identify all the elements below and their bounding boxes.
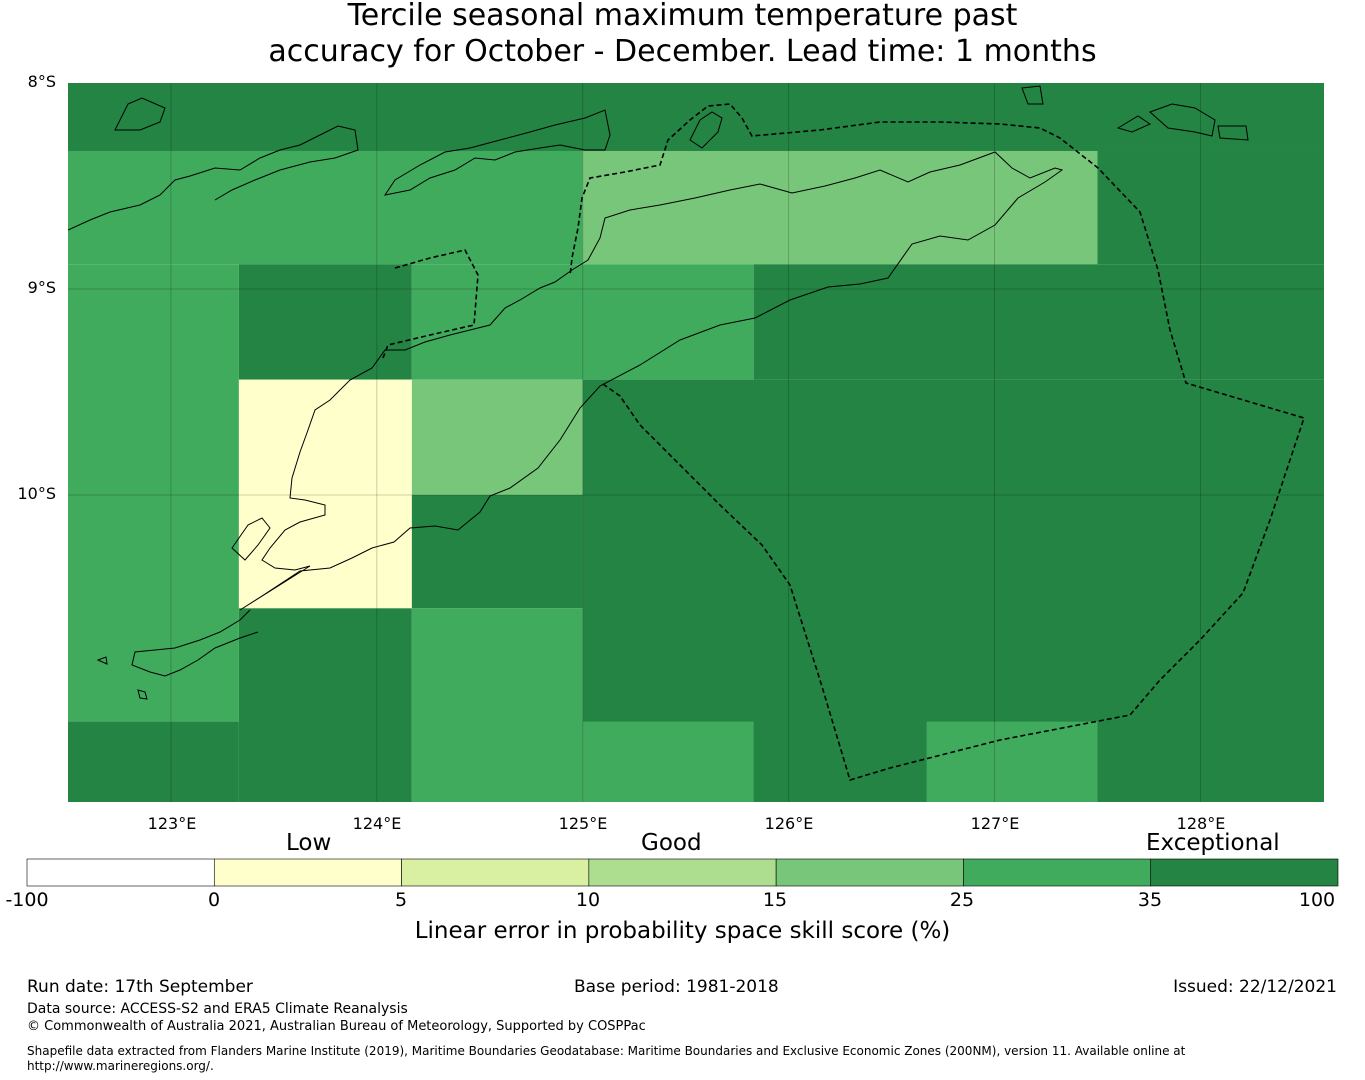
- skill-cell: [68, 721, 239, 802]
- colorbar-segment: [1150, 858, 1339, 887]
- colorbar-word-exceptional: Exceptional: [1146, 830, 1280, 856]
- wetar-east-coastline: [1149, 103, 1216, 137]
- run-date: Run date: 17th September: [27, 977, 253, 997]
- data-source: Data source: ACCESS-S2 and ERA5 Climate …: [27, 1001, 408, 1017]
- map-title-line1: Tercile seasonal maximum temperature pas…: [347, 0, 1018, 33]
- lon-label-125e: 125°E: [558, 814, 608, 833]
- eez-boundaries: [382, 103, 1306, 781]
- skill-cell: [411, 495, 583, 609]
- colorbar-tick: -100: [5, 889, 49, 911]
- colorbar-tick: 100: [1298, 889, 1336, 911]
- colorbar-word-good: Good: [641, 830, 702, 856]
- alor-coastline: [114, 97, 166, 131]
- shapefile-credit-line1: Shapefile data extracted from Flanders M…: [27, 1044, 1186, 1058]
- skill-cell: [238, 264, 412, 380]
- islet-3: [1217, 125, 1249, 141]
- atauro-coastline: [689, 111, 723, 149]
- colorbar-label: Linear error in probability space skill …: [414, 918, 951, 944]
- colorbar-tick: 25: [949, 889, 975, 911]
- colorbar-tick: 15: [762, 889, 788, 911]
- timor-leste-eez-boundary: [569, 103, 1306, 781]
- colorbar: [26, 858, 1339, 887]
- semau-coastline: [231, 517, 271, 561]
- base-period: Base period: 1981-2018: [574, 977, 779, 997]
- colorbar-word-low: Low: [286, 830, 332, 856]
- skill-cell: [238, 379, 412, 609]
- lon-label-128e: 128°E: [1176, 814, 1226, 833]
- islet-5: [137, 689, 148, 700]
- lat-label-9s: 9°S: [27, 278, 56, 297]
- skill-cell: [68, 264, 239, 722]
- north-island-coastline-1: [68, 125, 359, 231]
- skill-cell: [411, 264, 754, 380]
- skill-cell: [68, 83, 1324, 151]
- graticule: [68, 83, 1324, 802]
- skill-cell: [411, 608, 583, 802]
- coastlines: [68, 85, 1249, 700]
- lon-label-126e: 126°E: [764, 814, 814, 833]
- copyright: © Commonwealth of Australia 2021, Austra…: [27, 1019, 646, 1034]
- islet-2: [1116, 115, 1152, 133]
- skill-cell: [926, 721, 1098, 802]
- shapefile-credit-line2: http://www.marineregions.org/.: [27, 1059, 214, 1073]
- north-island-coastline-2: [383, 109, 611, 196]
- islet-4: [96, 656, 108, 665]
- map-title-line2: accuracy for October - December. Lead ti…: [268, 34, 1097, 69]
- colorbar-tick: 5: [394, 889, 408, 911]
- skill-cell: [68, 150, 583, 265]
- skill-cell: [582, 150, 1098, 265]
- skill-cell: [411, 379, 583, 495]
- colorbar-segment: [588, 858, 777, 887]
- colorbar-tick: 10: [575, 889, 601, 911]
- skill-cell: [582, 721, 754, 802]
- islet-1: [1021, 85, 1044, 105]
- oecusse-eez-boundary: [382, 249, 479, 359]
- skill-cells: [68, 83, 1324, 802]
- skill-cell: [753, 264, 1324, 380]
- colorbar-segment: [26, 858, 215, 887]
- lon-label-123e: 123°E: [147, 814, 197, 833]
- lat-label-10s: 10°S: [17, 484, 56, 503]
- colorbar-tick: 0: [207, 889, 221, 911]
- colorbar-tick: 35: [1137, 889, 1163, 911]
- colorbar-segment: [213, 858, 402, 887]
- issued-date: Issued: 22/12/2021: [1173, 977, 1337, 997]
- timor-coastline: [239, 151, 1064, 611]
- colorbar-segment: [401, 858, 590, 887]
- lat-label-8s: 8°S: [27, 72, 56, 91]
- skill-cell: [1097, 150, 1324, 265]
- colorbar-segment: [963, 858, 1152, 887]
- rote-coastline: [131, 609, 259, 677]
- skill-cell: [238, 608, 412, 802]
- lon-label-124e: 124°E: [352, 814, 402, 833]
- lon-label-127e: 127°E: [970, 814, 1020, 833]
- colorbar-segment: [775, 858, 964, 887]
